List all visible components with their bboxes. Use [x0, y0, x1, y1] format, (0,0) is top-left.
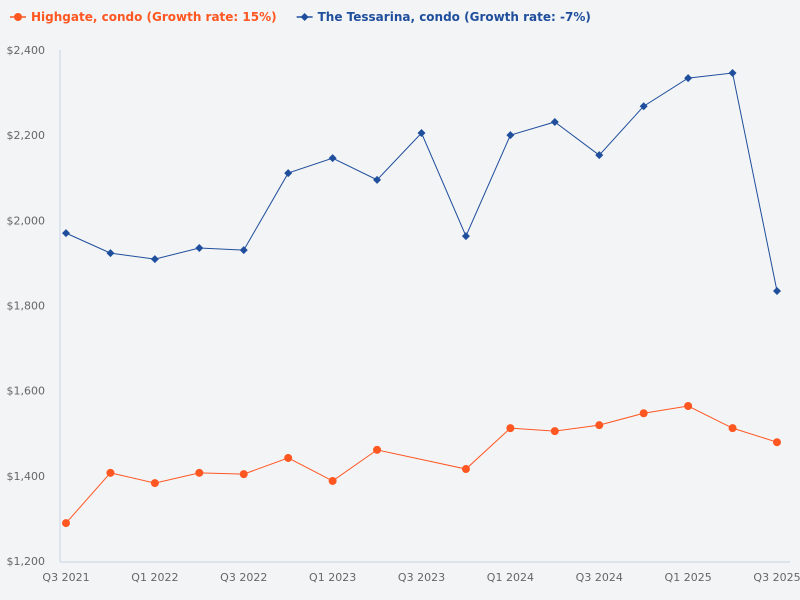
x-tick-label: Q3 2025	[753, 571, 800, 584]
data-point[interactable]	[106, 468, 115, 477]
data-point[interactable]	[728, 68, 737, 77]
data-point[interactable]	[328, 154, 337, 163]
data-point[interactable]	[62, 519, 70, 528]
x-tick-label: Q1 2024	[487, 571, 534, 584]
data-point[interactable]	[506, 424, 515, 433]
data-point[interactable]	[773, 287, 781, 296]
x-tick-label: Q1 2022	[131, 571, 178, 584]
data-point[interactable]	[150, 255, 159, 264]
data-point[interactable]	[550, 427, 559, 436]
y-tick-label: $1,800	[7, 300, 46, 313]
data-point[interactable]	[639, 102, 648, 111]
data-point[interactable]	[417, 129, 426, 138]
data-point[interactable]	[106, 249, 115, 258]
legend-marker-icon	[14, 13, 22, 21]
y-tick-label: $2,200	[7, 129, 46, 142]
legend-marker-icon	[300, 13, 309, 21]
data-point[interactable]	[461, 465, 470, 474]
data-point[interactable]	[773, 438, 781, 447]
legend-label: Highgate, condo (Growth rate: 15%)	[31, 10, 277, 24]
legend-label: The Tessarina, condo (Growth rate: -7%)	[318, 10, 591, 24]
y-tick-label: $2,000	[7, 214, 46, 227]
data-point[interactable]	[595, 151, 604, 160]
series-line	[65, 72, 778, 292]
data-point[interactable]	[595, 421, 604, 430]
data-point[interactable]	[461, 232, 470, 241]
data-point[interactable]	[728, 424, 737, 433]
y-tick-label: $2,400	[7, 44, 46, 57]
data-point[interactable]	[684, 401, 693, 410]
data-point[interactable]	[506, 131, 515, 140]
axes: $1,200 $1,400 $1,600 $1,800 $2,000 $2,200 $2,4…	[7, 44, 800, 584]
y-tick-label: $1,200	[7, 555, 46, 568]
legend-item[interactable]: Highgate, condo (Growth rate: 15%)	[10, 10, 277, 24]
data-point[interactable]	[284, 169, 293, 178]
data-point[interactable]	[550, 117, 559, 126]
data-point[interactable]	[62, 229, 70, 238]
x-tick-label: Q3 2022	[220, 571, 267, 584]
y-tick-label: $1,400	[7, 470, 46, 483]
series-line	[65, 405, 778, 524]
x-tick-label: Q1 2025	[665, 571, 712, 584]
data-point[interactable]	[328, 476, 337, 485]
data-point[interactable]	[239, 470, 248, 479]
data-point[interactable]	[639, 409, 648, 418]
legend-item[interactable]: The Tessarina, condo (Growth rate: -7%)	[296, 10, 591, 24]
y-tick-label: $1,600	[7, 385, 46, 398]
x-tick-label: Q3 2021	[42, 571, 89, 584]
data-point[interactable]	[284, 453, 293, 462]
legend: Highgate, condo (Growth rate: 15%) The Te…	[10, 10, 591, 24]
data-point[interactable]	[150, 479, 159, 488]
x-tick-label: Q3 2024	[576, 571, 623, 584]
data-point[interactable]	[373, 175, 382, 184]
data-point[interactable]	[239, 246, 248, 255]
data-point[interactable]	[373, 445, 382, 454]
data-point[interactable]	[195, 468, 204, 477]
x-tick-label: Q1 2023	[309, 571, 356, 584]
data-point[interactable]	[195, 244, 204, 253]
data-point[interactable]	[684, 74, 693, 83]
x-tick-label: Q3 2023	[398, 571, 445, 584]
plot-area	[62, 68, 781, 528]
